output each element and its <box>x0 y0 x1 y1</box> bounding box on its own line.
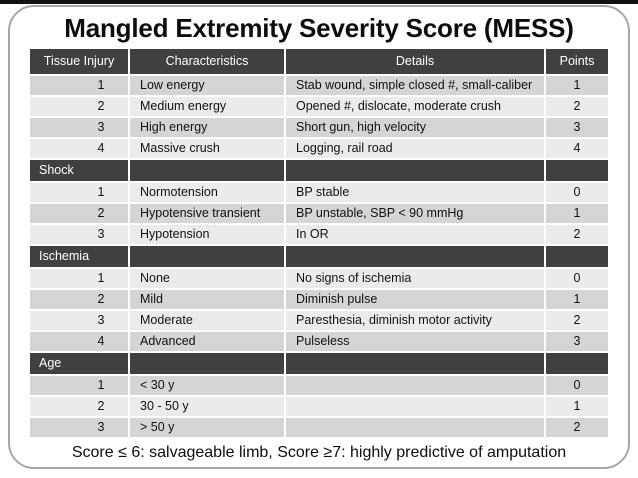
grade-cell: 1 <box>30 182 128 202</box>
detail-cell: Logging, rail road <box>286 138 544 158</box>
detail-cell: BP unstable, SBP < 90 mmHg <box>286 203 544 223</box>
section-label: Shock <box>30 159 128 181</box>
grade-cell: 1 <box>30 268 128 288</box>
grade-cell: 4 <box>30 331 128 351</box>
characteristic-cell: 30 - 50 y <box>130 396 284 416</box>
table-row: 3 Hypotension In OR 2 <box>30 224 608 244</box>
mess-table-body: 1 Low energy Stab wound, simple closed #, … <box>30 75 608 437</box>
detail-cell: Paresthesia, diminish motor activity <box>286 310 544 330</box>
section-cell <box>286 245 544 267</box>
section-cell <box>546 245 608 267</box>
table-row: 2 30 - 50 y 1 <box>30 396 608 416</box>
section-label: Age <box>30 352 128 374</box>
table-row: 2 Mild Diminish pulse 1 <box>30 289 608 309</box>
table-row: 1 Low energy Stab wound, simple closed #, … <box>30 75 608 95</box>
characteristic-cell: None <box>130 268 284 288</box>
grade-cell: 2 <box>30 396 128 416</box>
grade-cell: 3 <box>30 417 128 437</box>
column-header-points: Points <box>546 48 608 74</box>
characteristic-cell: Advanced <box>130 331 284 351</box>
detail-cell <box>286 417 544 437</box>
table-row: 1 Normotension BP stable 0 <box>30 182 608 202</box>
points-cell: 0 <box>546 375 608 395</box>
grade-cell: 2 <box>30 289 128 309</box>
table-row: 3 > 50 y 2 <box>30 417 608 437</box>
points-cell: 1 <box>546 396 608 416</box>
section-row-age: Age <box>30 352 608 374</box>
detail-cell: BP stable <box>286 182 544 202</box>
points-cell: 0 <box>546 182 608 202</box>
characteristic-cell: < 30 y <box>130 375 284 395</box>
points-cell: 2 <box>546 96 608 116</box>
table-row: 2 Hypotensive transient BP unstable, SBP <… <box>30 203 608 223</box>
section-cell <box>286 159 544 181</box>
table-row: 3 High energy Short gun, high velocity 3 <box>30 117 608 137</box>
slide-card: Mangled Extremity Severity Score (MESS) … <box>8 5 630 469</box>
characteristic-cell: Medium energy <box>130 96 284 116</box>
header-row: Tissue Injury Characteristics Details Po… <box>30 48 608 74</box>
characteristic-cell: Low energy <box>130 75 284 95</box>
column-header-details: Details <box>286 48 544 74</box>
points-cell: 3 <box>546 117 608 137</box>
section-row-shock: Shock <box>30 159 608 181</box>
section-row-ischemia: Ischemia <box>30 245 608 267</box>
section-cell <box>130 159 284 181</box>
detail-cell: Pulseless <box>286 331 544 351</box>
grade-cell: 2 <box>30 96 128 116</box>
score-interpretation: Score ≤ 6: salvageable limb, Score ≥7: h… <box>71 443 567 461</box>
grade-cell: 3 <box>30 117 128 137</box>
grade-cell: 1 <box>30 375 128 395</box>
points-cell: 2 <box>546 224 608 244</box>
points-cell: 2 <box>546 310 608 330</box>
points-cell: 2 <box>546 417 608 437</box>
section-cell <box>546 352 608 374</box>
characteristic-cell: Moderate <box>130 310 284 330</box>
detail-cell: Diminish pulse <box>286 289 544 309</box>
section-label: Ischemia <box>30 245 128 267</box>
mess-table: Tissue Injury Characteristics Details Po… <box>28 46 610 439</box>
table-row: 4 Advanced Pulseless 3 <box>30 331 608 351</box>
grade-cell: 3 <box>30 224 128 244</box>
grade-cell: 4 <box>30 138 128 158</box>
grade-cell: 3 <box>30 310 128 330</box>
points-cell: 0 <box>546 268 608 288</box>
detail-cell: Stab wound, simple closed #, small-calib… <box>286 75 544 95</box>
characteristic-cell: High energy <box>130 117 284 137</box>
detail-cell: In OR <box>286 224 544 244</box>
characteristic-cell: Massive crush <box>130 138 284 158</box>
points-cell: 1 <box>546 203 608 223</box>
section-cell <box>130 245 284 267</box>
table-row: 1 None No signs of ischemia 0 <box>30 268 608 288</box>
slide-top-edge <box>0 0 638 4</box>
column-header-tissue-injury: Tissue Injury <box>30 48 128 74</box>
section-cell <box>286 352 544 374</box>
detail-cell: Opened #, dislocate, moderate crush <box>286 96 544 116</box>
table-row: 3 Moderate Paresthesia, diminish motor act… <box>30 310 608 330</box>
table-row: 1 < 30 y 0 <box>30 375 608 395</box>
table-row: 4 Massive crush Logging, rail road 4 <box>30 138 608 158</box>
points-cell: 1 <box>546 75 608 95</box>
points-cell: 3 <box>546 331 608 351</box>
section-cell <box>130 352 284 374</box>
characteristic-cell: > 50 y <box>130 417 284 437</box>
detail-cell: No signs of ischemia <box>286 268 544 288</box>
section-cell <box>546 159 608 181</box>
detail-cell <box>286 396 544 416</box>
column-header-characteristics: Characteristics <box>130 48 284 74</box>
grade-cell: 2 <box>30 203 128 223</box>
grade-cell: 1 <box>30 75 128 95</box>
points-cell: 1 <box>546 289 608 309</box>
points-cell: 4 <box>546 138 608 158</box>
characteristic-cell: Hypotensive transient <box>130 203 284 223</box>
characteristic-cell: Normotension <box>130 182 284 202</box>
page-title: Mangled Extremity Severity Score (MESS) <box>64 13 574 43</box>
table-row: 2 Medium energy Opened #, dislocate, moder… <box>30 96 608 116</box>
detail-cell <box>286 375 544 395</box>
characteristic-cell: Hypotension <box>130 224 284 244</box>
detail-cell: Short gun, high velocity <box>286 117 544 137</box>
characteristic-cell: Mild <box>130 289 284 309</box>
table-header: Tissue Injury Characteristics Details Po… <box>30 48 608 74</box>
